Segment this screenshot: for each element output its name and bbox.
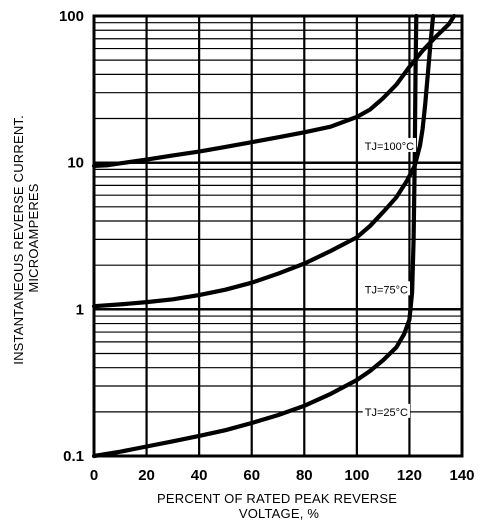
y-tick-label: 0.1: [63, 448, 84, 465]
plot-frame: [92, 14, 464, 458]
series-label-bg: [362, 281, 410, 296]
y-tick-label: 10: [67, 155, 84, 172]
series-labels: TJ=100°C TJ=75°C TJ=25°C: [362, 137, 417, 419]
series-curve-2: [91, 13, 419, 459]
series-curves: [91, 13, 457, 459]
x-tick-label: 40: [191, 467, 208, 484]
x-axis-label-line-2: VOLTAGE, %: [239, 506, 320, 521]
series-curve-1: [91, 13, 436, 309]
x-tick-label: 0: [90, 467, 98, 484]
y-tick-label: 100: [59, 8, 84, 25]
series-label-2: TJ=25°C: [365, 407, 408, 419]
series-label-0: TJ=100°C: [365, 141, 414, 153]
y-axis-label: INSTANTANEOUS REVERSE CURRENT. MICROAMPE…: [11, 111, 41, 364]
x-tick-label: 60: [243, 467, 260, 484]
grid: [92, 14, 464, 458]
y-tick-label: 1: [76, 301, 84, 318]
x-tick-label: 80: [296, 467, 313, 484]
series-label-bg: [362, 137, 417, 152]
y-axis-label-line-2: MICROAMPERES: [26, 183, 41, 292]
series-curve-0: [91, 13, 457, 168]
x-tick-label: 100: [344, 467, 369, 484]
x-tick-label: 140: [449, 467, 474, 484]
x-axis-label: PERCENT OF RATED PEAK REVERSE VOLTAGE, %: [157, 491, 401, 521]
x-tick-label: 120: [397, 467, 422, 484]
x-tick-label: 20: [138, 467, 155, 484]
series-label-1: TJ=75°C: [365, 284, 408, 296]
x-axis-label-line-1: PERCENT OF RATED PEAK REVERSE: [157, 491, 397, 506]
tick-labels: 0 20 40 60 80 100 120 140 0.1 1 10 100: [59, 8, 475, 484]
y-axis-label-line-1: INSTANTANEOUS REVERSE CURRENT.: [11, 115, 26, 365]
series-label-bg: [362, 403, 410, 418]
